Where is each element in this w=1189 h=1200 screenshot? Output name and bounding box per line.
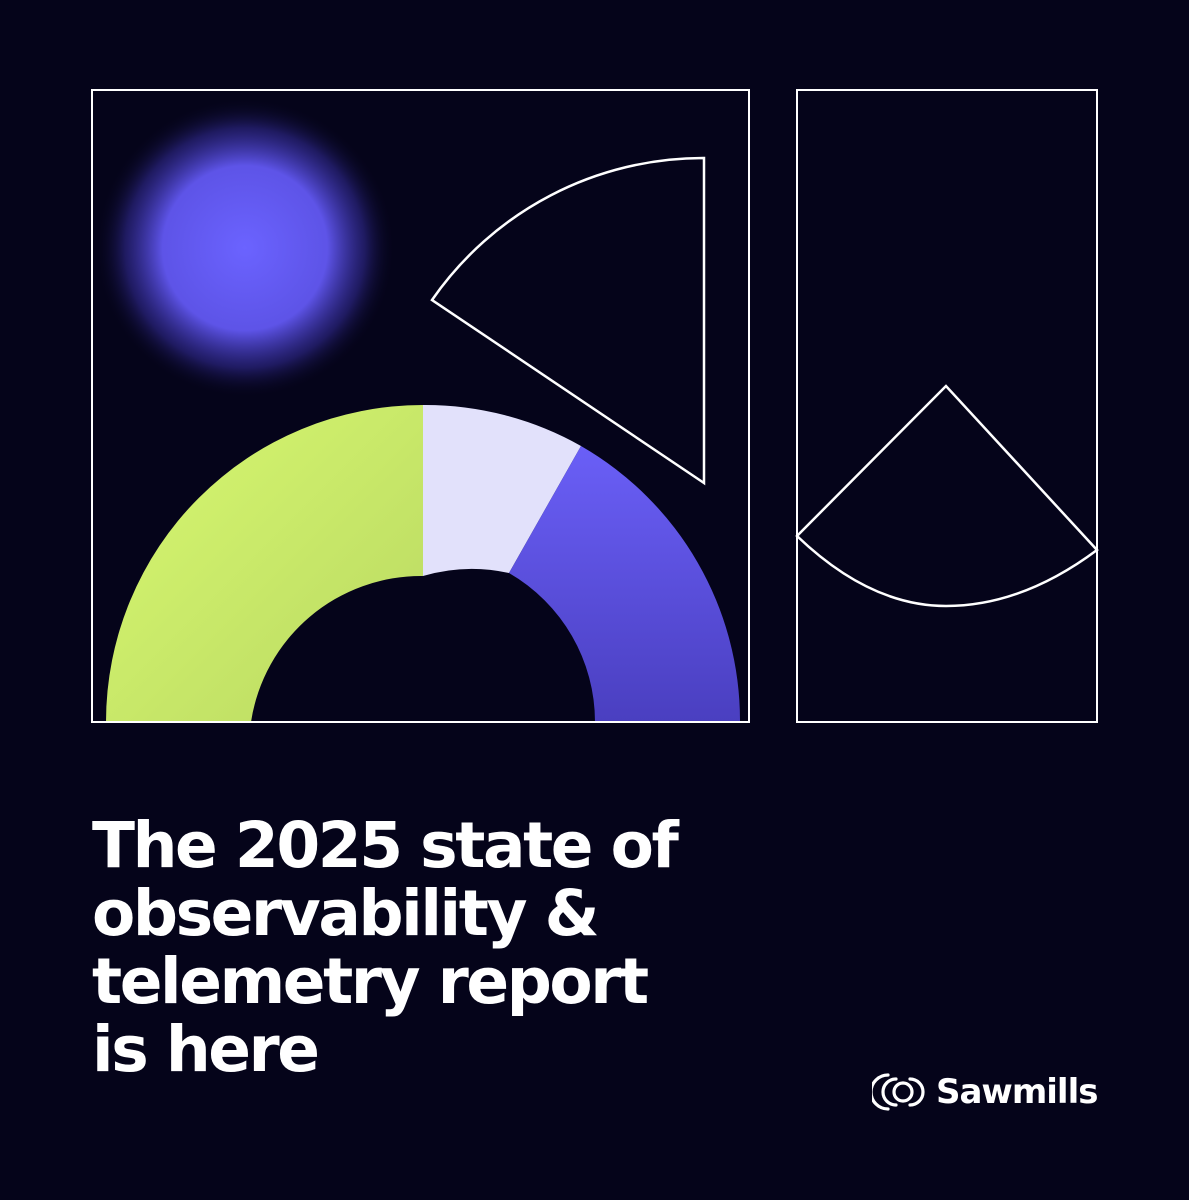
half-donut: [106, 404, 741, 722]
brand-name: Sawmills: [936, 1072, 1098, 1112]
donut-segment-lavender: [423, 404, 581, 576]
left-frame: [91, 89, 750, 723]
headline-line-4: is here: [92, 1013, 320, 1086]
donut-segment-violet: [509, 446, 741, 722]
headline: The 2025 state of observability & teleme…: [92, 812, 812, 1084]
headline-line-1: The 2025 state of: [92, 809, 679, 882]
brand-lockup: Sawmills: [872, 1066, 1098, 1118]
donut-segment-lime: [106, 405, 423, 722]
fan-wedge-outline: [795, 384, 1099, 608]
sawmills-logo-icon: [872, 1073, 925, 1111]
headline-line-2: observability &: [92, 877, 600, 950]
pie-wedge-outline: [430, 156, 706, 486]
right-frame: [796, 89, 1098, 723]
glow-orb: [95, 98, 395, 398]
headline-line-3: telemetry report: [92, 945, 649, 1018]
